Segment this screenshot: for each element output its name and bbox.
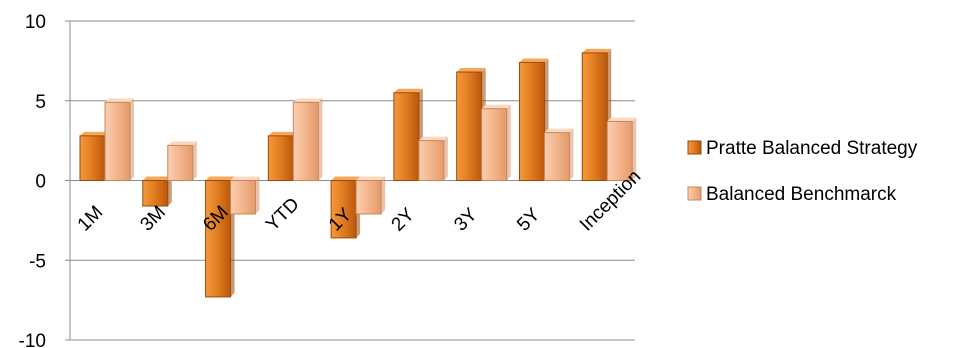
bar-benchmark-3m xyxy=(168,145,193,180)
x-tick-label: 2Y xyxy=(388,204,420,236)
bar-top-benchmark xyxy=(168,141,197,145)
x-tick-label: 3Y xyxy=(450,204,482,236)
bar-benchmark-1m xyxy=(105,102,130,180)
bar-top-benchmark xyxy=(105,98,134,102)
y-axis-tick-labels: 10 5 0 -5 -10 xyxy=(19,12,46,348)
bar-benchmark-6m xyxy=(231,181,256,214)
bar-top-strategy xyxy=(457,68,486,72)
bar-top-strategy xyxy=(519,58,548,62)
y-tick-label: -5 xyxy=(29,251,46,272)
bar-strategy-ytd xyxy=(268,136,293,181)
y-tick-label: 0 xyxy=(35,172,46,193)
legend: Pratte Balanced Strategy Balanced Benchma… xyxy=(688,138,918,205)
y-tick-label: 10 xyxy=(25,12,46,33)
bar-side-benchmark xyxy=(193,141,197,180)
bar-top-strategy xyxy=(582,49,611,53)
bar-side-benchmark xyxy=(130,98,134,180)
bar-top-strategy xyxy=(394,89,423,93)
bar-side-benchmark xyxy=(318,98,322,180)
y-tick-label: -10 xyxy=(19,331,46,348)
bar-top-benchmark xyxy=(482,105,511,109)
bar-side-benchmark xyxy=(507,105,511,181)
bar-top-benchmark xyxy=(231,177,260,181)
bar-top-benchmark xyxy=(419,137,448,141)
legend-label-benchmark: Balanced Benchmarck xyxy=(706,184,897,205)
bar-top-benchmark xyxy=(544,129,573,133)
bar-strategy-inception xyxy=(582,53,607,181)
bar-side-benchmark xyxy=(444,137,448,181)
bar-top-strategy xyxy=(331,177,360,181)
bar-benchmark-5y xyxy=(544,133,569,181)
bar-top-strategy xyxy=(206,177,235,181)
bar-strategy-3y xyxy=(457,72,482,180)
bars xyxy=(80,49,636,297)
y-tick-label: 5 xyxy=(35,92,46,113)
x-tick-label: YTD xyxy=(262,194,304,236)
bar-strategy-6m xyxy=(206,181,231,297)
bar-benchmark-1y xyxy=(356,181,381,214)
legend-swatch-benchmark xyxy=(688,187,701,200)
x-tick-label: 3M xyxy=(136,202,170,236)
bar-benchmark-2y xyxy=(419,141,444,181)
bar-strategy-1m xyxy=(80,136,105,181)
bar-benchmark-3y xyxy=(482,109,507,181)
bar-benchmark-ytd xyxy=(293,102,318,180)
bar-side-benchmark xyxy=(381,177,385,214)
bar-strategy-2y xyxy=(394,93,419,181)
bar-top-benchmark xyxy=(607,117,636,121)
bar-top-benchmark xyxy=(293,98,322,102)
bar-side-benchmark xyxy=(256,177,260,214)
legend-swatch-strategy xyxy=(688,141,701,154)
legend-label-strategy: Pratte Balanced Strategy xyxy=(706,138,918,159)
bar-top-benchmark xyxy=(356,177,385,181)
bar-side-benchmark xyxy=(569,129,573,181)
bar-strategy-5y xyxy=(519,62,544,180)
x-tick-label: 1M xyxy=(74,202,108,236)
x-tick-label: 5Y xyxy=(513,204,545,236)
